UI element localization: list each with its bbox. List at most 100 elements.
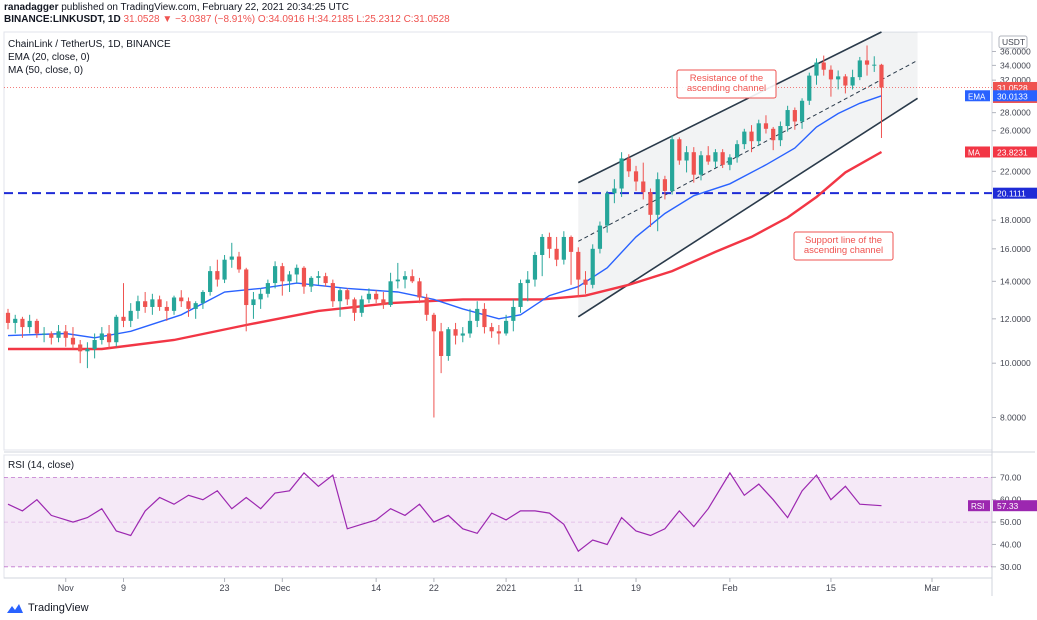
- candle-body: [836, 76, 841, 80]
- candle-body: [641, 181, 646, 193]
- candle-body: [496, 331, 501, 334]
- price-tick-label: 8.0000: [1000, 413, 1026, 423]
- symbol-line: BINANCE:LINKUSDT, 1D 31.0528 ▼ −3.0387 (…: [4, 14, 450, 26]
- candle-body: [106, 333, 112, 343]
- footer-brand: TradingView: [28, 602, 89, 614]
- candle-body: [460, 333, 465, 336]
- candle-body: [518, 283, 523, 307]
- candle-body: [13, 318, 18, 323]
- time-tick-label: 23: [220, 583, 230, 593]
- candle-body: [229, 256, 234, 260]
- publisher-name[interactable]: ranadagger: [4, 2, 59, 13]
- ohlc-values: O:34.0916 H:34.2185 L:25.2312 C:31.0528: [257, 14, 450, 25]
- candle-body: [301, 267, 307, 287]
- candle-body: [807, 75, 812, 101]
- candle-body: [294, 267, 299, 275]
- candle-body: [56, 331, 61, 338]
- candle-body: [677, 139, 682, 161]
- chart-title: ChainLink / TetherUS, 1D, BINANCE: [8, 39, 171, 50]
- candle-body: [388, 281, 393, 306]
- price-tick-label: 18.0000: [1000, 215, 1031, 225]
- candle-body: [576, 251, 581, 280]
- candle-body: [157, 299, 162, 307]
- price-tick-label: 26.0000: [1000, 126, 1031, 136]
- candle-body: [525, 279, 530, 284]
- candle-body: [431, 314, 437, 332]
- candle-body: [143, 301, 148, 307]
- candle-body: [402, 276, 408, 280]
- candle-body: [475, 308, 480, 321]
- candle-body: [446, 329, 451, 357]
- candle-body: [857, 60, 862, 78]
- candle-body: [554, 248, 559, 260]
- candle-body: [814, 62, 819, 76]
- candle-body: [561, 236, 566, 260]
- candle-body: [330, 283, 335, 302]
- candle-body: [655, 179, 660, 215]
- rsi-band-fill: [4, 477, 992, 567]
- price-tick-label: 36.0000: [1000, 46, 1031, 56]
- candle-body: [799, 100, 805, 122]
- price-tag-hline: [993, 187, 1037, 199]
- ema-legend[interactable]: EMA (20, close, 0): [8, 52, 90, 63]
- rsi-tick-label: 50.00: [1000, 517, 1022, 527]
- candle-body: [691, 152, 696, 175]
- candle-body: [128, 310, 133, 321]
- candle-body: [828, 69, 834, 80]
- candle-body: [34, 320, 39, 334]
- candle-body: [540, 236, 545, 255]
- time-tick-label: Mar: [924, 583, 940, 593]
- candle-body: [424, 297, 429, 315]
- time-tick-label: Dec: [274, 583, 291, 593]
- candle-body: [482, 308, 487, 328]
- price-tick-label: 14.0000: [1000, 276, 1031, 286]
- price-tag-text: 23.8231: [997, 147, 1028, 157]
- candle-body: [258, 293, 263, 300]
- time-tick-label: 11: [574, 583, 583, 593]
- candle-body: [821, 62, 826, 70]
- candle-body: [879, 64, 884, 88]
- rsi-name-text: RSI: [971, 502, 984, 511]
- candle-body: [742, 131, 747, 145]
- rsi-line: [7, 471, 882, 553]
- candle-body: [186, 301, 191, 309]
- candle-body: [727, 157, 732, 165]
- price-tick-label: 34.0000: [1000, 60, 1031, 70]
- candle-body: [467, 320, 473, 334]
- candle-body: [662, 179, 668, 191]
- rsi-legend[interactable]: RSI (14, close): [8, 460, 75, 471]
- candle-body: [171, 297, 177, 311]
- price-tag-text: 30.0133: [997, 91, 1028, 101]
- candle-body: [5, 312, 11, 323]
- candle-body: [121, 316, 126, 321]
- candle-body: [135, 301, 141, 311]
- price-tag-EMA: [993, 90, 1037, 102]
- candle-body: [771, 128, 776, 141]
- tradingview-footer[interactable]: TradingView: [6, 602, 89, 614]
- candle-body: [792, 110, 797, 122]
- candle-body: [417, 281, 422, 298]
- ma-legend[interactable]: MA (50, close, 0): [8, 65, 84, 76]
- tradingview-logo-icon: [7, 604, 23, 613]
- candle-body: [236, 256, 242, 270]
- candle-body: [20, 318, 25, 328]
- candle-body: [345, 290, 350, 300]
- candle-body: [453, 329, 458, 336]
- time-tick-label: 15: [826, 583, 836, 593]
- candle-body: [713, 152, 718, 162]
- candle-body: [597, 225, 603, 249]
- candle-body: [41, 333, 47, 335]
- candle-body: [70, 337, 76, 345]
- candle-body: [366, 293, 372, 300]
- candle-body: [706, 155, 711, 162]
- rsi-value-tag: [993, 500, 1037, 512]
- candle-body: [626, 158, 631, 172]
- candle-body: [590, 248, 595, 285]
- time-tick-label: 9: [121, 583, 126, 593]
- price-tick-label: 16.0000: [1000, 244, 1031, 254]
- candle-body: [316, 276, 321, 278]
- price-tick-label: 12.0000: [1000, 314, 1031, 324]
- publish-line: ranadagger published on TradingView.com,…: [4, 2, 349, 14]
- price-tick-label: 10.0000: [1000, 358, 1031, 368]
